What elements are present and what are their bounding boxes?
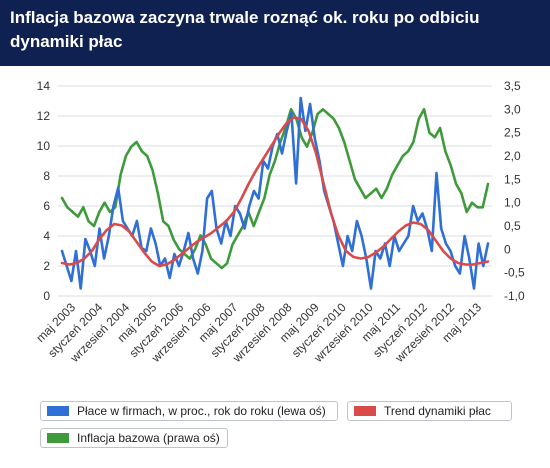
- right-tick-label: 0,5: [504, 219, 521, 233]
- series-wages: [60, 96, 490, 290]
- chart-area: 0 2 4 6 8 10 12 14 -1,0 -0,5 0 0,5 1,0 1,5 2,0 2,5 3,0 3…: [33, 79, 525, 366]
- series-trend: [60, 116, 490, 268]
- right-tick-label: 1,5: [504, 172, 521, 186]
- right-tick-label: 3,5: [504, 79, 521, 93]
- right-tick-label: 2,0: [504, 149, 521, 163]
- legend-label-trend: Trend dynamiki płac: [384, 404, 491, 418]
- legend-label-core: Inflacja bazowa (prawa oś): [77, 431, 220, 445]
- chart-header: Inflacja bazowa zaczyna trwale roznąć ok…: [0, 0, 550, 66]
- left-tick-label: 4: [43, 229, 50, 243]
- right-tick-label: 2,5: [504, 126, 521, 140]
- series-core: [60, 107, 490, 270]
- right-tick-label: 3,0: [504, 102, 521, 116]
- left-tick-label: 0: [43, 289, 50, 303]
- legend-item-wages[interactable]: Płace w firmach, w proc., rok do roku (l…: [40, 401, 338, 421]
- left-axis-ticks: 0 2 4 6 8 10 12 14: [37, 79, 51, 303]
- left-tick-label: 8: [43, 169, 50, 183]
- right-tick-label: 0: [504, 242, 511, 256]
- left-tick-label: 2: [43, 259, 50, 273]
- chart-title: Inflacja bazowa zaczyna trwale roznąć ok…: [10, 8, 480, 51]
- left-tick-label: 12: [37, 109, 51, 123]
- legend-swatch-trend: [354, 406, 376, 416]
- legend-label-wages: Płace w firmach, w proc., rok do roku (l…: [77, 404, 326, 418]
- left-tick-label: 6: [43, 199, 50, 213]
- legend-swatch-core: [47, 433, 69, 443]
- legend-item-trend[interactable]: Trend dynamiki płac: [347, 401, 512, 421]
- left-tick-label: 14: [37, 79, 51, 93]
- legend-swatch-wages: [47, 406, 69, 416]
- right-tick-label: -1,0: [504, 289, 525, 303]
- right-tick-label: -0,5: [504, 266, 525, 280]
- right-tick-label: 1,0: [504, 196, 521, 210]
- left-tick-label: 10: [37, 139, 51, 153]
- right-axis-ticks: -1,0 -0,5 0 0,5 1,0 1,5 2,0 2,5 3,0 3,5: [504, 79, 525, 303]
- legend-item-core[interactable]: Inflacja bazowa (prawa oś): [40, 428, 228, 448]
- series-lines: [60, 96, 490, 290]
